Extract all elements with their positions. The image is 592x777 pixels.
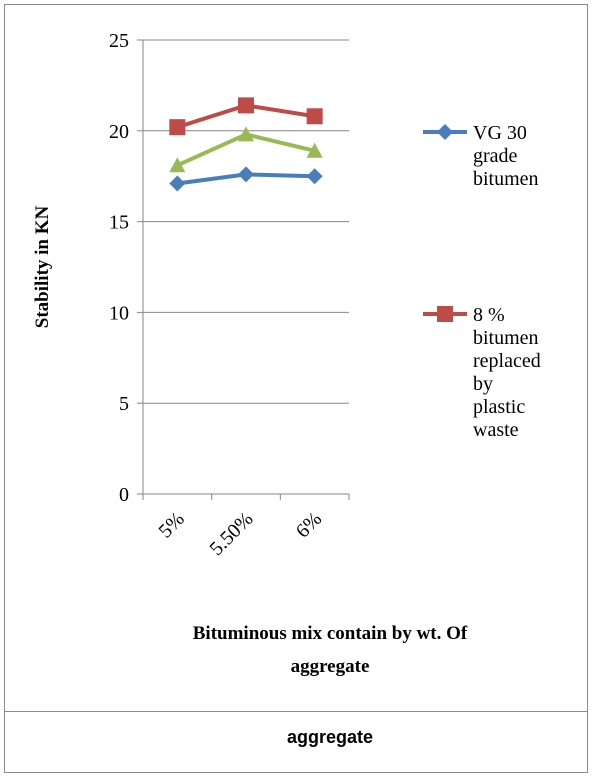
x-tick-label: 6% (292, 508, 326, 542)
series-1-point (306, 168, 323, 185)
legend-2-label: by (473, 373, 493, 395)
y-tick-label: 10 (109, 302, 129, 324)
x-tick-label: 5.50% (205, 508, 257, 560)
y-tick-label: 25 (109, 30, 129, 52)
legend-1-label: grade (473, 145, 518, 167)
series-3-point (306, 142, 323, 158)
y-axis-title: Stability in KN (32, 205, 53, 328)
y-tick-label: 5 (119, 393, 129, 415)
series-2-point (169, 119, 186, 136)
series-3-point (238, 126, 254, 142)
legend-2-marker (437, 306, 453, 322)
legend-2-label: waste (473, 419, 519, 441)
caption-divider (4, 711, 588, 712)
x-tick-label: 5% (154, 508, 188, 542)
legend-2-label: bitumen (473, 327, 539, 349)
x-axis-title-line-2: aggregate (290, 656, 370, 677)
series-2-point (238, 97, 254, 114)
y-tick-label: 0 (119, 484, 129, 506)
legend-1-marker (437, 124, 453, 140)
figure-caption-fragment: aggregate (286, 727, 374, 747)
series-1-point (169, 175, 186, 192)
legend-2-label: 8 % (473, 304, 505, 326)
chart-frame (4, 4, 588, 773)
legend-1-label: VG 30 (473, 122, 527, 144)
series-2-point (306, 108, 323, 125)
x-axis-title-line-1: Bituminous mix contain by wt. Of (192, 623, 468, 644)
legend-2-label: replaced (473, 350, 541, 372)
legend-1-label: bitumen (473, 168, 539, 190)
legend-2-label: plastic (473, 396, 525, 418)
series-3-point (169, 157, 186, 173)
series-1-point (238, 166, 254, 183)
y-tick-label: 15 (109, 212, 129, 234)
y-tick-label: 20 (109, 121, 129, 143)
